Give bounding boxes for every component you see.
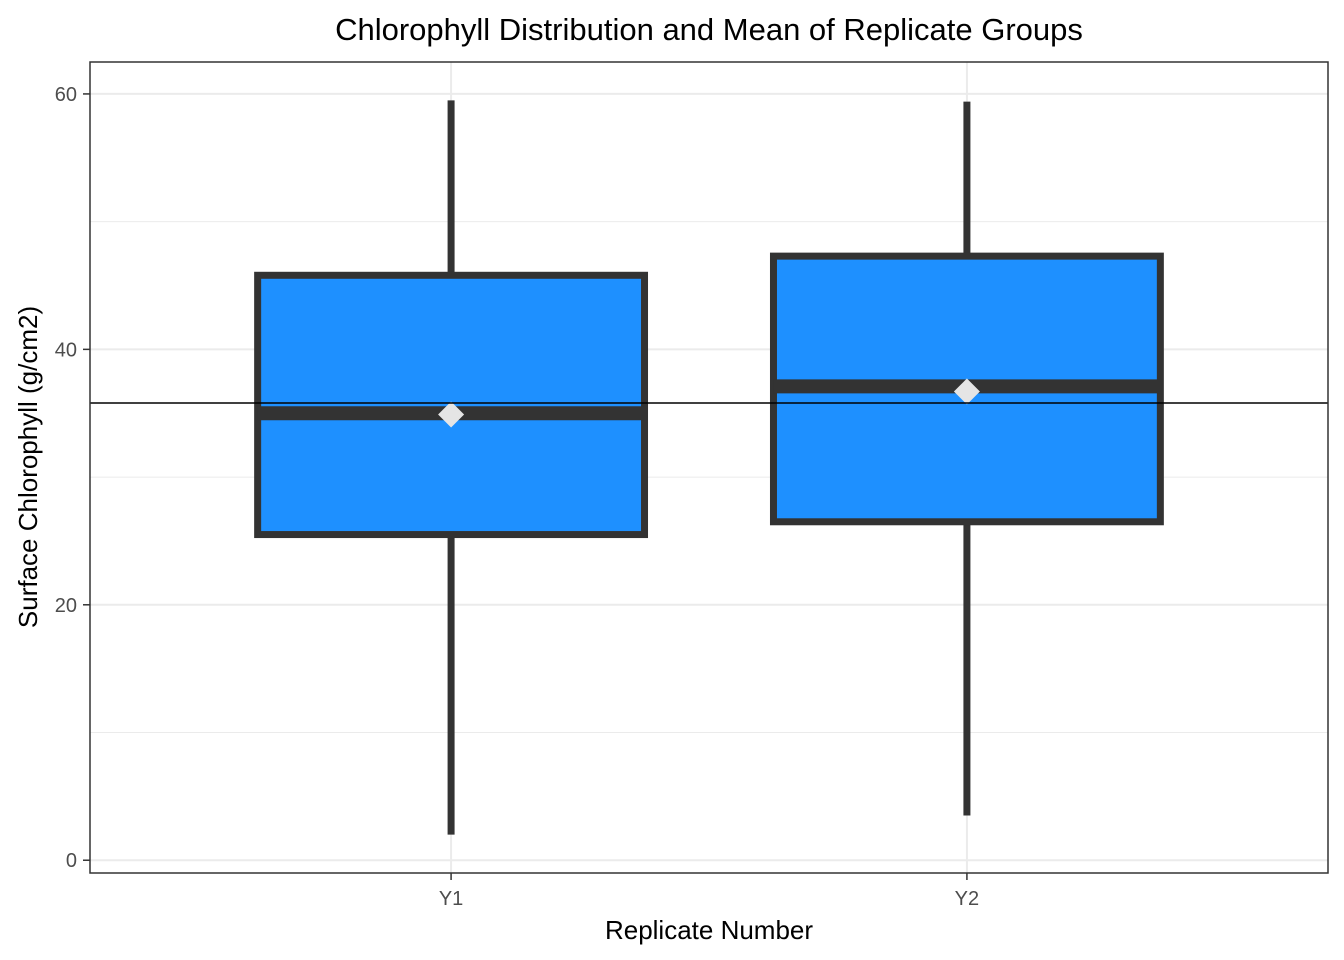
y-tick-label: 40 bbox=[55, 339, 77, 361]
y-axis-title: Surface Chlorophyll (g/cm2) bbox=[13, 306, 43, 628]
box-group-y2 bbox=[769, 101, 1164, 816]
mean-marker bbox=[953, 378, 980, 405]
box-group-y1 bbox=[254, 100, 649, 835]
y-tick-label: 0 bbox=[66, 850, 77, 872]
panel-border bbox=[89, 61, 1329, 874]
x-axis-title: Replicate Number bbox=[605, 915, 813, 945]
boxplot-series bbox=[254, 100, 1164, 835]
x-tick-label-y1: Y1 bbox=[439, 888, 463, 910]
axes: 0 20 40 60 Y1 Y2 bbox=[55, 84, 979, 910]
y-tick-label: 20 bbox=[55, 595, 77, 617]
y-tick-label: 60 bbox=[55, 84, 77, 106]
chart-title: Chlorophyll Distribution and Mean of Rep… bbox=[335, 12, 1083, 47]
mean-marker bbox=[438, 401, 465, 428]
x-tick-label-y2: Y2 bbox=[955, 888, 979, 910]
